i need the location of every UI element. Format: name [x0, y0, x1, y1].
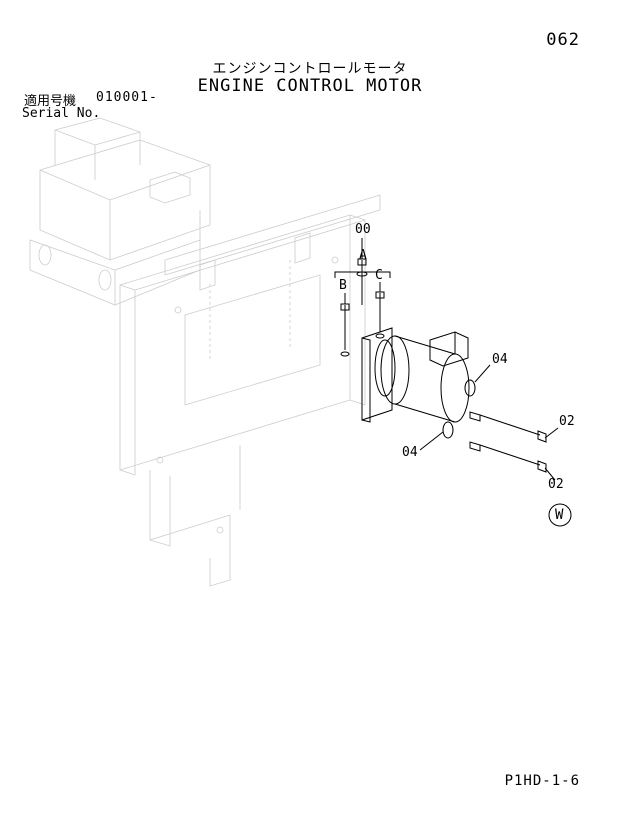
callout-A: A	[359, 248, 367, 263]
callout-04-upper: 04	[492, 352, 508, 367]
w-mark: W	[555, 507, 563, 523]
title-english: ENGINE CONTROL MOTOR	[0, 76, 620, 96]
serial-value: 010001-	[96, 90, 158, 105]
callout-04-lower: 04	[402, 445, 418, 460]
diagram: 00 A B C 04 04 02 02 W	[0, 110, 620, 710]
bracket-and-motor	[0, 110, 620, 710]
callout-02-lower: 02	[548, 477, 564, 492]
callout-02-upper: 02	[559, 414, 575, 429]
page-number: 062	[546, 30, 580, 50]
callout-B: B	[339, 278, 347, 293]
title-japanese: エンジンコントロールモータ	[0, 58, 620, 78]
callout-00: 00	[355, 222, 371, 237]
document-id: P1HD-1-6	[505, 773, 580, 789]
callout-C: C	[375, 268, 383, 283]
